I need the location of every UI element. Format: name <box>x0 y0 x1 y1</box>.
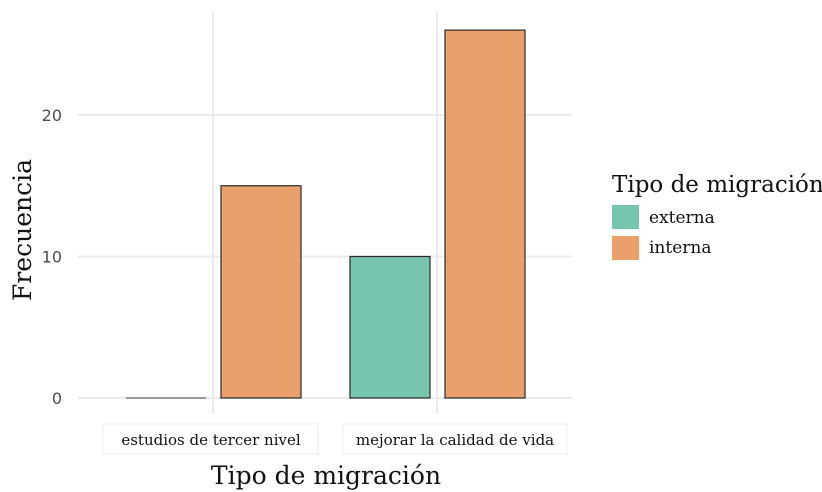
y-tick-label-0: 0 <box>52 389 62 408</box>
legend-title: Tipo de migración <box>612 172 822 198</box>
y-tick-label-2: 20 <box>42 106 62 125</box>
y-axis-title: Frecuencia <box>8 159 37 301</box>
bar-externa-1 <box>349 255 431 399</box>
legend-swatch-externa <box>612 205 639 229</box>
x-tick-label-1: mejorar la calidad de vida <box>356 431 554 449</box>
x-tick-label-0: estudios de tercer nivel <box>121 431 301 449</box>
x-axis-labels: estudios de tercer nivel mejorar la cali… <box>102 423 568 455</box>
bar-interna-1 <box>444 29 526 399</box>
legend-swatch-interna <box>612 236 639 260</box>
legend-label-interna: interna <box>649 238 712 258</box>
legend: Tipo de migración externa interna <box>612 172 822 260</box>
bar-interna-0 <box>220 185 302 399</box>
y-tick-label-1: 10 <box>42 248 62 267</box>
x-axis-title: Tipo de migración <box>211 461 441 490</box>
legend-label-externa: externa <box>649 208 715 228</box>
bars <box>126 29 526 399</box>
y-axis-ticks: 0 10 20 <box>42 106 62 408</box>
